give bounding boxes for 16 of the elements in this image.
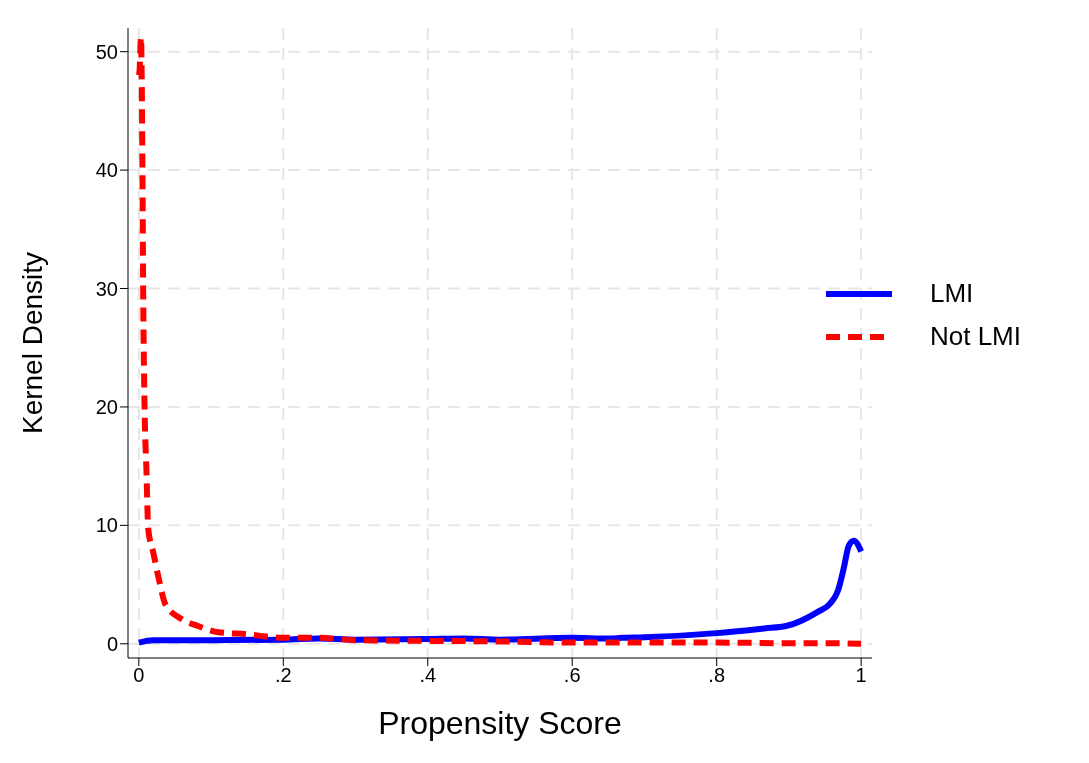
x-tick-label: .2 [274,664,292,687]
y-tick-label: 10 [95,514,118,537]
y-axis-title: Kernel Density [16,251,48,435]
y-tick-label: 40 [95,159,118,182]
x-tick-label: .4 [419,664,437,687]
legend-label: LMI [929,278,974,309]
y-tick-label: 30 [95,277,118,300]
x-tick-label: 0 [133,664,145,687]
y-tick-label: 50 [95,40,118,63]
y-tick-label: 20 [95,396,118,419]
x-tick-label: .6 [563,664,581,687]
x-tick-label: 1 [855,664,867,687]
y-tick-label: 0 [106,632,118,655]
x-axis-title: Propensity Score [378,705,622,741]
x-tick-label: .8 [708,664,726,687]
legend-label: Not LMI [929,321,1021,352]
